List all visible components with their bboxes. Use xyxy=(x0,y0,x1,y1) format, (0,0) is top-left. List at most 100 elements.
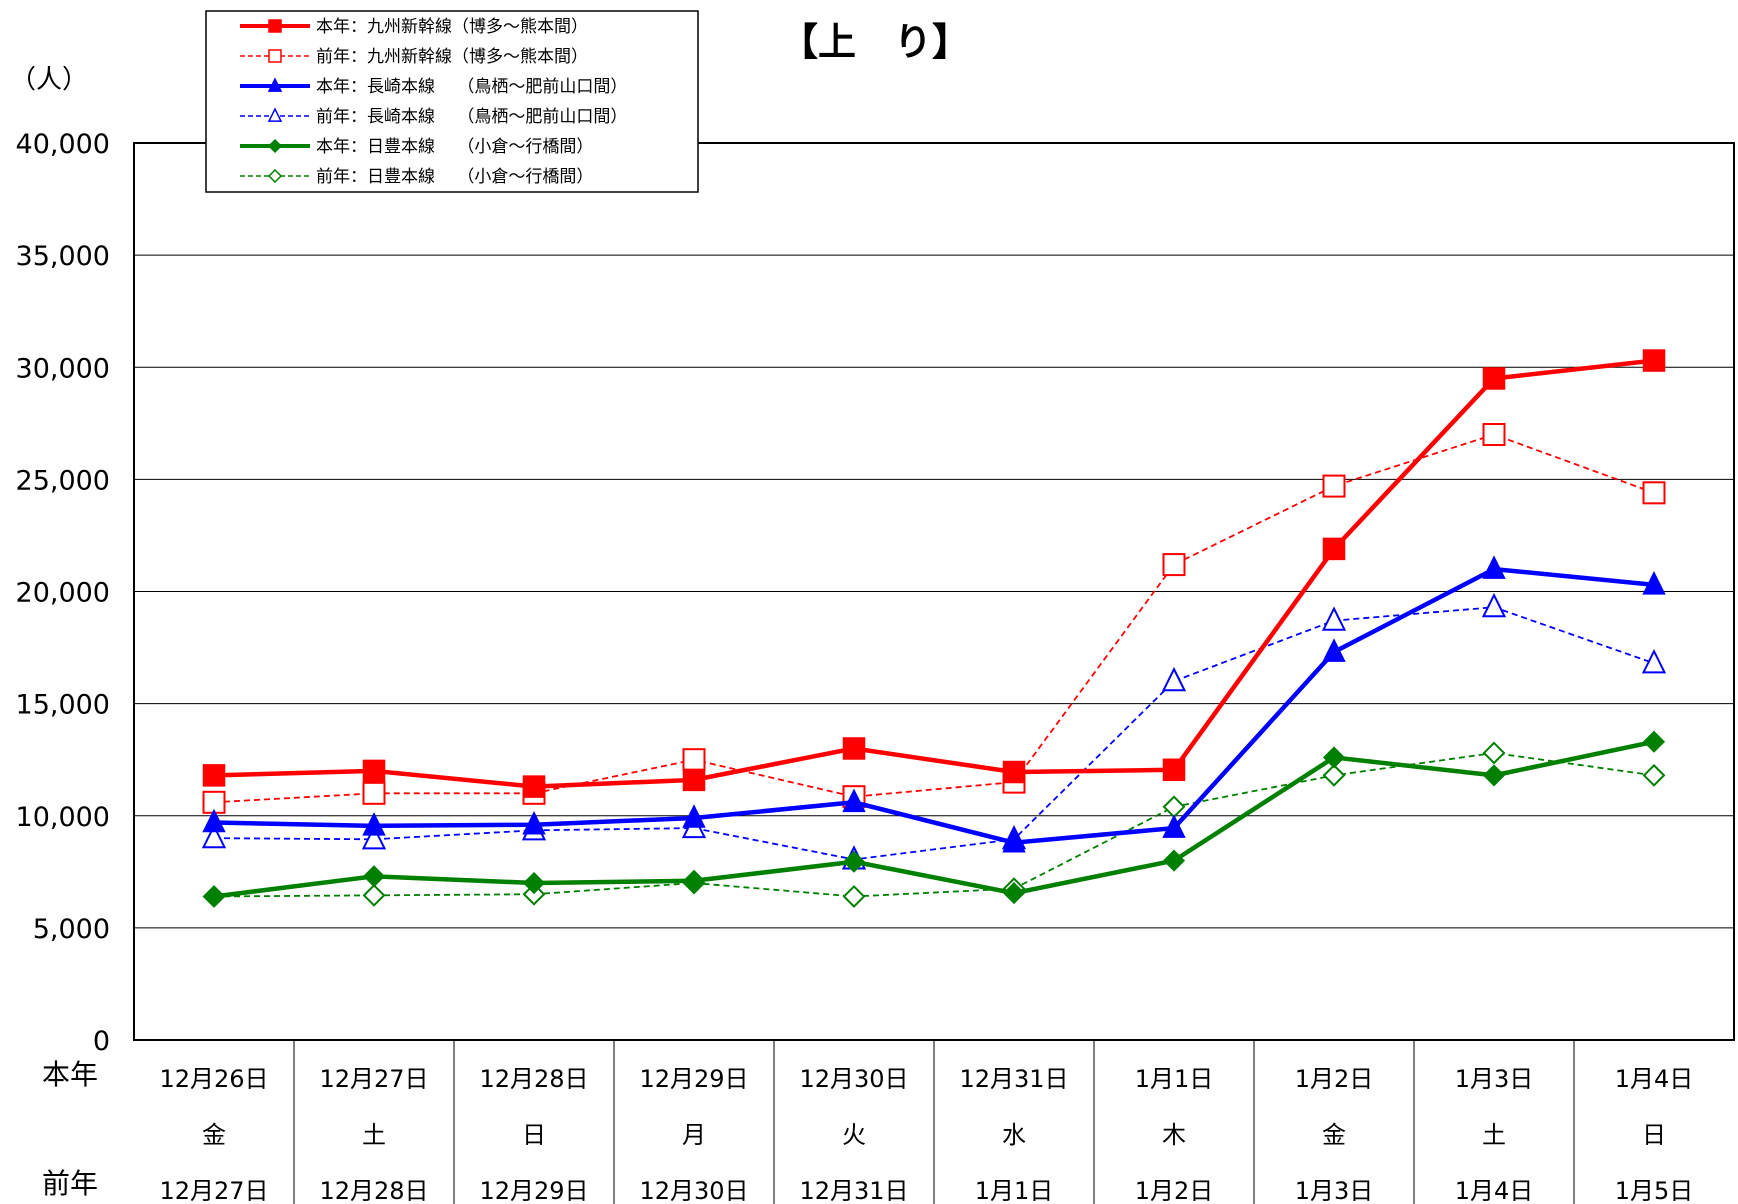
data-point xyxy=(201,823,227,849)
legend-box xyxy=(205,10,699,193)
data-point xyxy=(1161,666,1187,692)
y-tick-label: 15,000 xyxy=(16,690,110,721)
data-point xyxy=(267,138,283,154)
series-line xyxy=(213,433,1655,804)
data-point xyxy=(842,850,866,873)
category-label-previous: 12月30日 xyxy=(639,1177,748,1204)
data-point xyxy=(1322,537,1346,561)
data-point xyxy=(362,883,386,907)
y-tick-label: 35,000 xyxy=(16,241,110,272)
category-label-current: 1月2日 xyxy=(1295,1065,1374,1093)
data-point xyxy=(1162,814,1186,838)
data-point xyxy=(1482,764,1506,787)
data-point xyxy=(202,808,226,833)
category-label-previous: 1月5日 xyxy=(1615,1177,1694,1204)
y-tick-label: 0 xyxy=(93,1026,110,1057)
data-point xyxy=(1322,746,1346,769)
data-point xyxy=(361,824,387,850)
data-point xyxy=(1642,349,1666,372)
data-point xyxy=(202,764,226,787)
data-point xyxy=(1482,423,1506,447)
legend-label: 本年：九州新幹線（博多～熊本間） xyxy=(316,16,588,37)
chart-title: 【上 り】 xyxy=(780,20,970,64)
y-axis-ticks: 0 5,000 10,000 15,000 20,000 25,000 30,000 35,0… xyxy=(16,129,110,1057)
legend-label: 本年：日豊本線 （小倉～行橋間） xyxy=(316,137,593,157)
category-label-weekday: 日 xyxy=(1642,1121,1666,1149)
category-label-previous: 12月27日 xyxy=(159,1177,268,1204)
category-label-previous: 1月4日 xyxy=(1455,1177,1534,1204)
category-label-weekday: 土 xyxy=(1482,1121,1506,1149)
data-point xyxy=(842,788,866,813)
data-point xyxy=(202,885,226,908)
row-label-previous: 前年 xyxy=(42,1167,98,1200)
y-tick-label: 10,000 xyxy=(16,802,110,833)
data-point xyxy=(1162,849,1186,872)
series-0 xyxy=(202,349,1666,798)
data-point xyxy=(522,871,546,895)
category-label-weekday: 水 xyxy=(1002,1121,1026,1149)
legend-entry: 本年：九州新幹線（博多～熊本間） xyxy=(240,16,588,37)
data-point xyxy=(267,168,283,184)
legend-label: 前年：九州新幹線（博多～熊本間） xyxy=(316,46,588,67)
category-label-weekday: 月 xyxy=(682,1121,706,1149)
series-line xyxy=(213,358,1655,789)
data-point xyxy=(362,812,386,836)
category-label-current: 1月3日 xyxy=(1455,1065,1534,1093)
data-point xyxy=(1322,638,1346,662)
data-point xyxy=(1642,481,1666,505)
data-point xyxy=(267,107,283,122)
category-label-previous: 12月31日 xyxy=(799,1177,908,1204)
legend-entry: 本年：長崎本線 （鳥栖～肥前山口間） xyxy=(240,77,627,97)
data-point xyxy=(522,775,546,798)
series-1 xyxy=(202,423,1666,814)
data-point xyxy=(268,19,282,33)
legend: 本年：九州新幹線（博多～熊本間） 前年：九州新幹線（博多～熊本間） 本年：長崎本線 … xyxy=(205,10,699,193)
category-table: 本年 前年 12月26日金12月27日12月27日土12月28日12月28日日1… xyxy=(42,1040,1693,1204)
data-point xyxy=(1481,592,1507,618)
category-label-current: 1月1日 xyxy=(1135,1065,1214,1093)
data-point xyxy=(1322,474,1346,498)
category-label-previous: 1月3日 xyxy=(1295,1177,1374,1204)
data-point xyxy=(1642,730,1666,753)
category-label-weekday: 日 xyxy=(522,1121,546,1149)
series-line xyxy=(213,606,1655,861)
category-label-weekday: 木 xyxy=(1162,1121,1186,1149)
y-tick-label: 25,000 xyxy=(16,465,110,496)
data-point xyxy=(1641,648,1667,674)
data-point xyxy=(522,882,546,906)
series-layer xyxy=(201,349,1667,908)
legend-label: 前年：長崎本線 （鳥栖～肥前山口間） xyxy=(316,107,627,127)
y-tick-label: 40,000 xyxy=(16,129,110,160)
data-point xyxy=(682,748,706,772)
y-axis-unit-label: （人） xyxy=(10,65,88,95)
category-label-current: 12月27日 xyxy=(319,1065,428,1093)
series-4 xyxy=(202,730,1666,908)
data-point xyxy=(1322,763,1346,787)
category-label-current: 1月4日 xyxy=(1615,1065,1694,1093)
y-tick-label: 5,000 xyxy=(33,914,110,945)
series-line xyxy=(213,566,1655,845)
data-point xyxy=(1642,763,1666,787)
data-point xyxy=(362,781,386,805)
legend-label: 前年：日豊本線 （小倉～行橋間） xyxy=(316,167,593,187)
category-label-previous: 12月29日 xyxy=(479,1177,588,1204)
data-point xyxy=(1002,760,1026,784)
category-label-current: 12月28日 xyxy=(479,1065,588,1093)
legend-entry: 本年：日豊本線 （小倉～行橋間） xyxy=(240,137,593,157)
data-point xyxy=(267,77,283,92)
legend-label: 本年：長崎本線 （鳥栖～肥前山口間） xyxy=(316,77,627,97)
category-label-current: 12月26日 xyxy=(159,1065,268,1093)
legend-entry: 前年：日豊本線 （小倉～行橋間） xyxy=(240,167,593,187)
data-point xyxy=(268,49,282,63)
y-tick-label: 20,000 xyxy=(16,578,110,609)
data-point xyxy=(362,865,386,888)
category-label-previous: 1月2日 xyxy=(1135,1177,1214,1204)
data-point xyxy=(1321,606,1347,631)
data-point xyxy=(1482,367,1506,390)
category-label-current: 12月30日 xyxy=(799,1065,908,1093)
legend-entry: 前年：九州新幹線（博多～熊本間） xyxy=(240,46,588,67)
series-line xyxy=(213,739,1655,899)
data-point xyxy=(682,869,706,892)
data-point xyxy=(1482,741,1506,765)
